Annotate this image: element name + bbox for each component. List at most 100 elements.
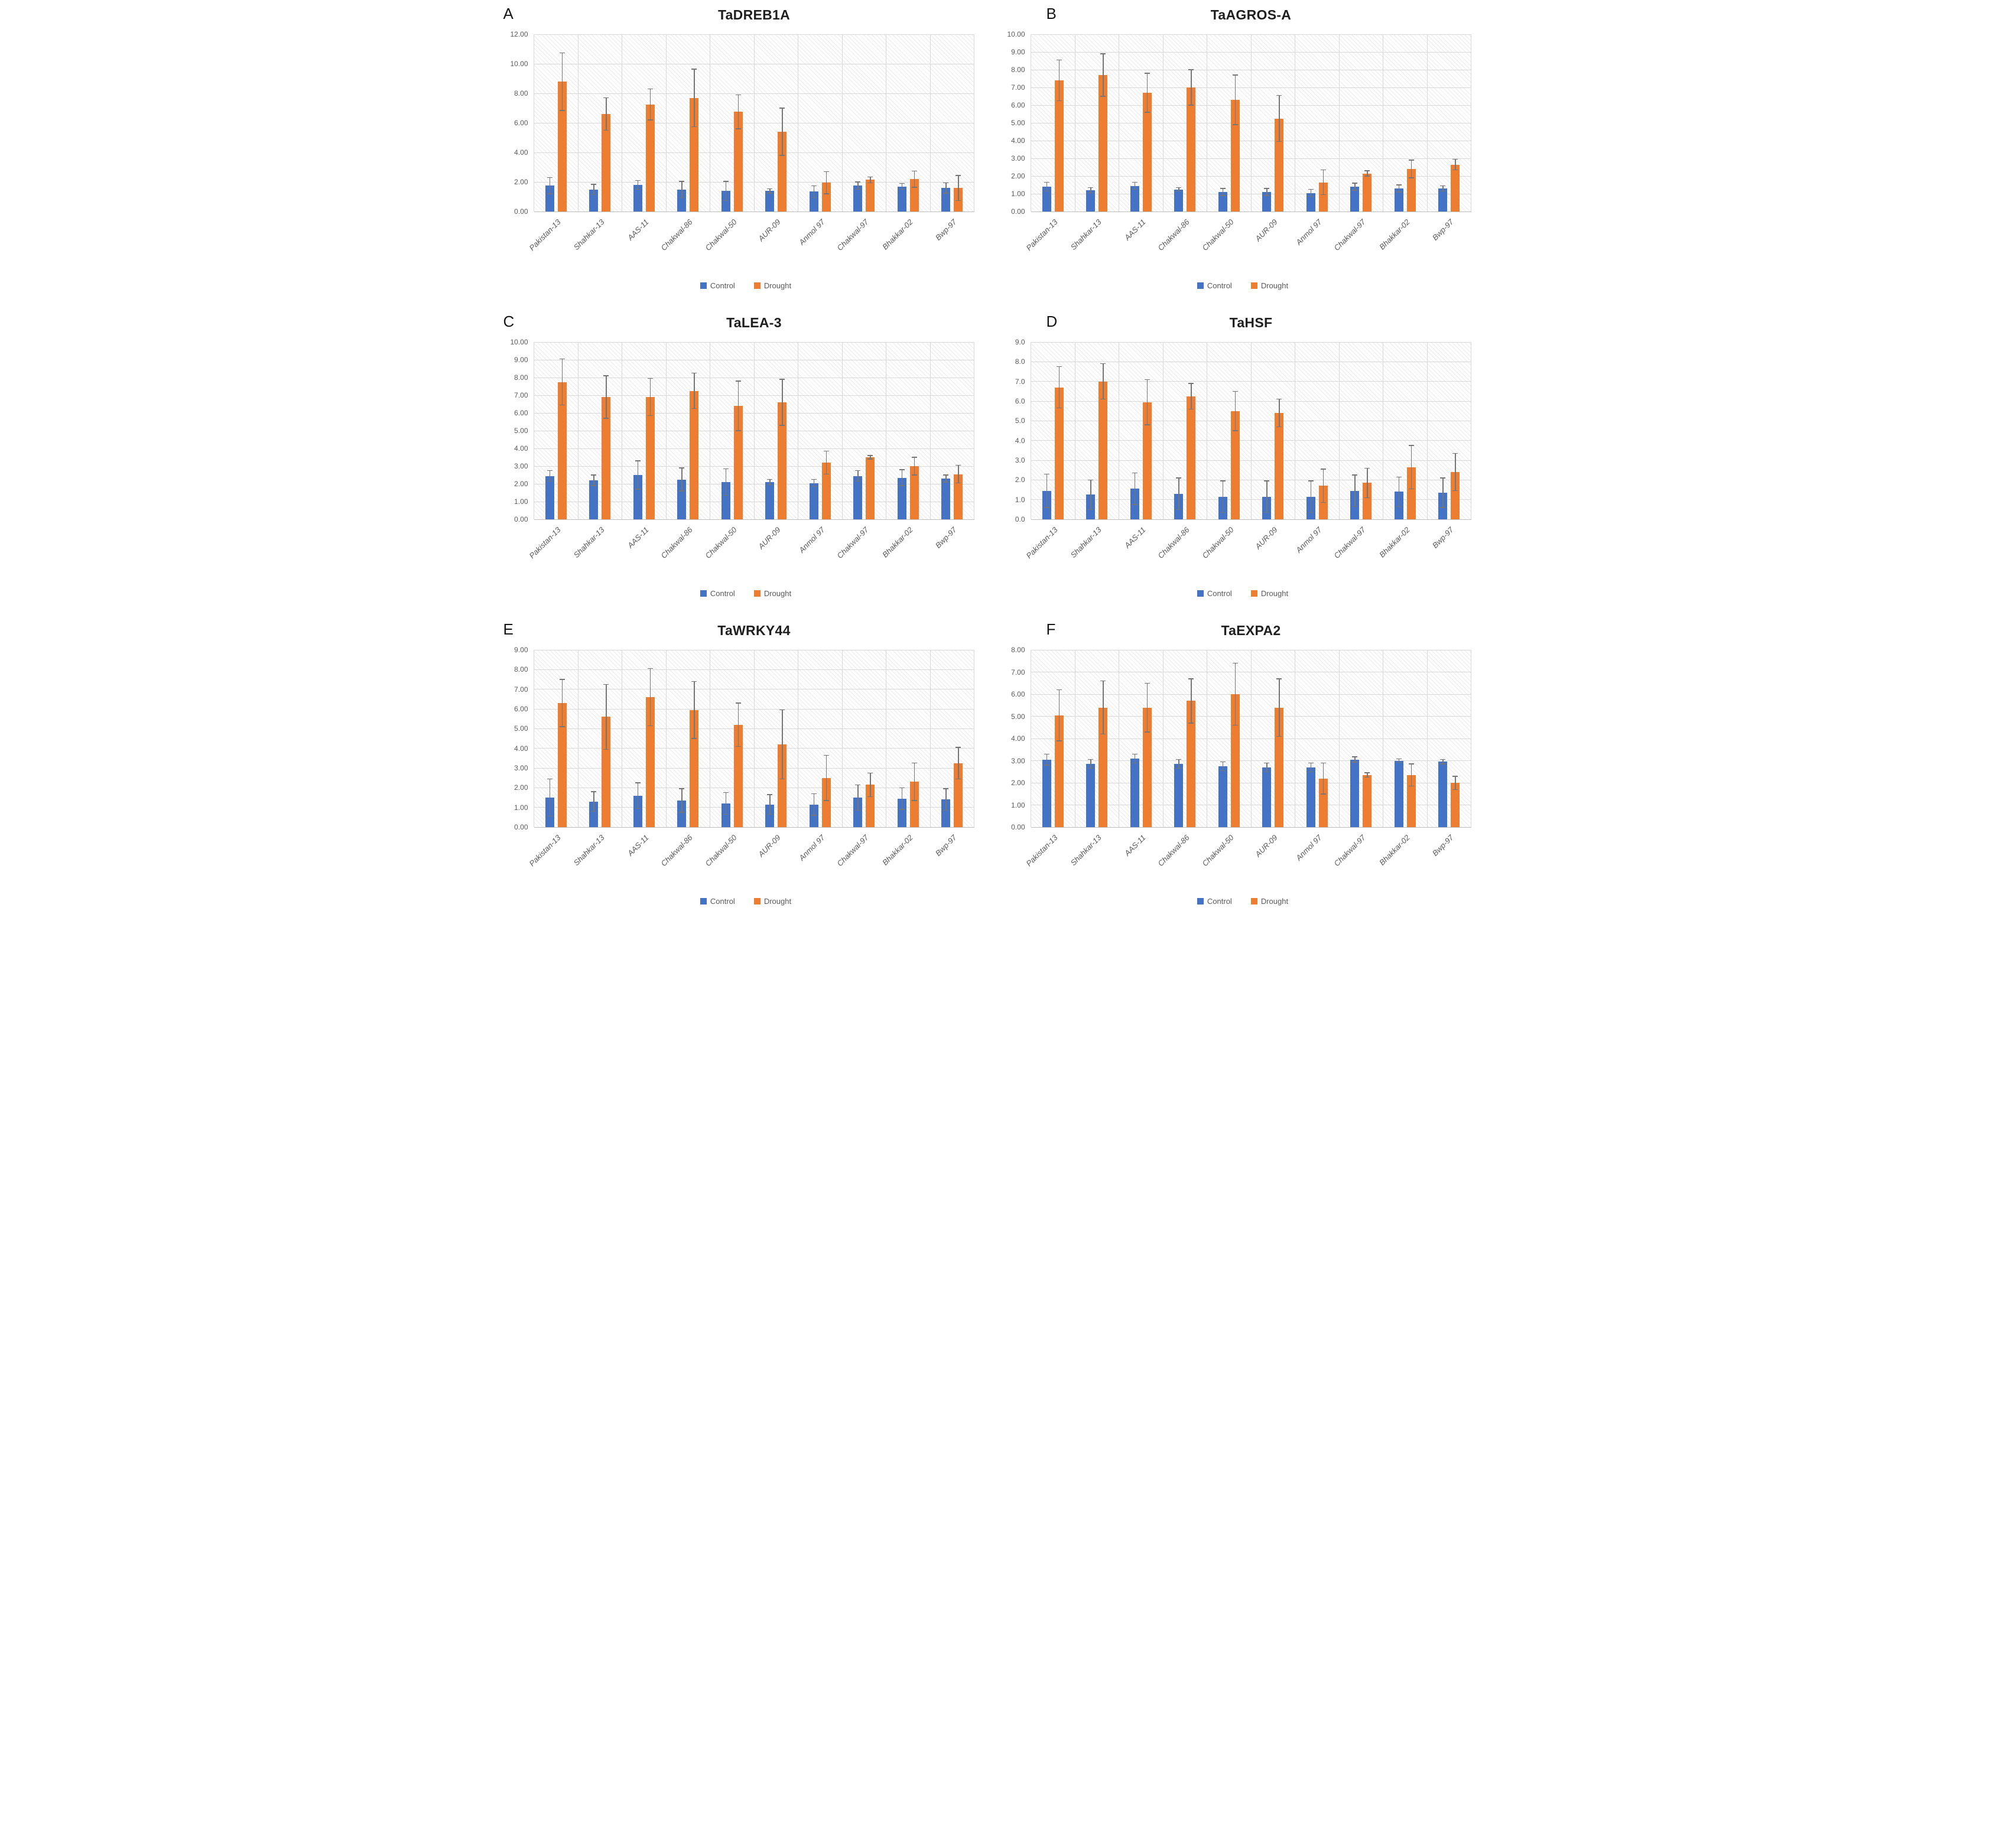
- y-axis-tick-label: 7.00: [514, 391, 528, 399]
- y-axis-tick-label: 7.00: [1011, 83, 1025, 92]
- error-bar: [1279, 678, 1280, 737]
- error-bar-cap: [1100, 363, 1106, 365]
- y-axis-tick-label: 4.00: [1011, 734, 1025, 743]
- drought-bar: [1142, 93, 1152, 212]
- error-bar-cap: [591, 811, 597, 812]
- drought-bar: [1054, 715, 1064, 827]
- error-bar: [1191, 383, 1192, 409]
- error-bar: [561, 359, 563, 405]
- y-axis-tick-label: 1.00: [514, 803, 528, 812]
- drought-bar: [1406, 169, 1416, 212]
- error-bar-cap: [735, 702, 741, 704]
- drought-bar: [1363, 483, 1372, 519]
- y-axis-tick-label: 8.00: [514, 373, 528, 382]
- y-axis-tick-label: 3.00: [514, 764, 528, 772]
- error-bar-cap: [811, 197, 817, 198]
- legend-item-drought: Drought: [753, 589, 792, 598]
- drought-bar: [1098, 707, 1108, 827]
- control-bar: [765, 804, 775, 827]
- error-bar-cap: [735, 430, 741, 431]
- panel-letter: D: [1046, 313, 1058, 330]
- error-bar-cap: [691, 372, 697, 374]
- vertical-gridline: [665, 650, 667, 827]
- y-axis-tick-label: 6.00: [1011, 690, 1025, 698]
- drought-legend-swatch: [753, 590, 760, 597]
- drought-bar: [1230, 694, 1240, 827]
- y-axis-tick-label: 6.00: [514, 409, 528, 417]
- error-bar-cap: [559, 679, 565, 680]
- chart-title: TaLEA-3: [726, 315, 782, 330]
- control-bar: [545, 476, 554, 519]
- horizontal-gridline: [1031, 401, 1471, 402]
- error-bar-cap: [1088, 767, 1094, 769]
- error-bar-cap: [1188, 723, 1194, 724]
- legend-label: Control: [710, 281, 735, 290]
- horizontal-gridline: [1031, 694, 1471, 695]
- error-bar: [549, 470, 550, 481]
- error-bar: [725, 792, 726, 815]
- y-axis-tick-label: 9.0: [1015, 338, 1025, 346]
- control-bar: [589, 480, 599, 519]
- error-bar-cap: [1132, 472, 1138, 474]
- error-bar-cap: [911, 457, 917, 458]
- error-bar-cap: [1132, 762, 1138, 763]
- error-bar: [769, 188, 771, 193]
- error-bar-cap: [943, 809, 949, 811]
- control-bar: [941, 188, 951, 212]
- drought-legend-swatch: [1250, 898, 1257, 905]
- y-axis-tick-label: 5.00: [1011, 712, 1025, 721]
- drought-bar: [1230, 411, 1240, 519]
- error-bar-cap: [867, 455, 873, 456]
- panel-letter: E: [503, 620, 514, 638]
- error-bar-cap: [767, 479, 773, 480]
- error-bar: [958, 747, 959, 779]
- horizontal-gridline: [534, 669, 974, 670]
- error-bar: [737, 703, 739, 747]
- error-bar-cap: [679, 197, 685, 198]
- y-axis-tick-label: 0.00: [514, 515, 528, 523]
- error-bar: [1090, 187, 1091, 193]
- horizontal-gridline: [534, 412, 974, 414]
- error-bar: [737, 95, 739, 129]
- error-bar-cap: [691, 126, 697, 127]
- error-bar-cap: [823, 754, 829, 756]
- error-bar-cap: [603, 684, 609, 685]
- control-bar: [897, 186, 906, 212]
- error-bar-cap: [1100, 53, 1106, 54]
- control-bar: [1262, 767, 1272, 827]
- error-bar-cap: [1308, 196, 1314, 197]
- error-bar: [1146, 683, 1148, 732]
- error-bar: [549, 177, 550, 194]
- error-bar-cap: [867, 182, 873, 183]
- control-bar: [677, 189, 687, 212]
- error-bar: [857, 182, 859, 190]
- drought-bar: [866, 457, 875, 519]
- control-bar: [633, 795, 642, 827]
- error-bar-cap: [691, 69, 697, 70]
- error-bar-cap: [1276, 141, 1282, 142]
- error-bar-cap: [1232, 124, 1238, 125]
- error-bar-cap: [1088, 509, 1094, 510]
- error-bar: [769, 479, 771, 485]
- control-bar: [809, 191, 818, 212]
- error-bar: [870, 177, 871, 183]
- error-bar: [782, 108, 783, 155]
- control-legend-swatch: [700, 282, 707, 289]
- drought-bar: [1187, 396, 1196, 519]
- y-axis-tick-label: 4.00: [514, 148, 528, 157]
- legend-label: Drought: [763, 589, 792, 598]
- error-bar-cap: [911, 474, 917, 476]
- chart-title: TaWRKY44: [717, 623, 791, 638]
- error-bar-cap: [1044, 507, 1049, 508]
- x-axis-line: [534, 827, 974, 828]
- error-bar-cap: [855, 181, 861, 183]
- error-bar: [561, 679, 563, 727]
- error-bar-cap: [823, 171, 829, 173]
- error-bar-cap: [811, 815, 817, 816]
- legend-label: Control: [1207, 897, 1232, 906]
- horizontal-gridline: [1031, 87, 1471, 88]
- error-bar-cap: [1364, 467, 1370, 469]
- error-bar: [681, 181, 682, 198]
- control-bar: [1218, 766, 1227, 827]
- error-bar-cap: [855, 809, 861, 811]
